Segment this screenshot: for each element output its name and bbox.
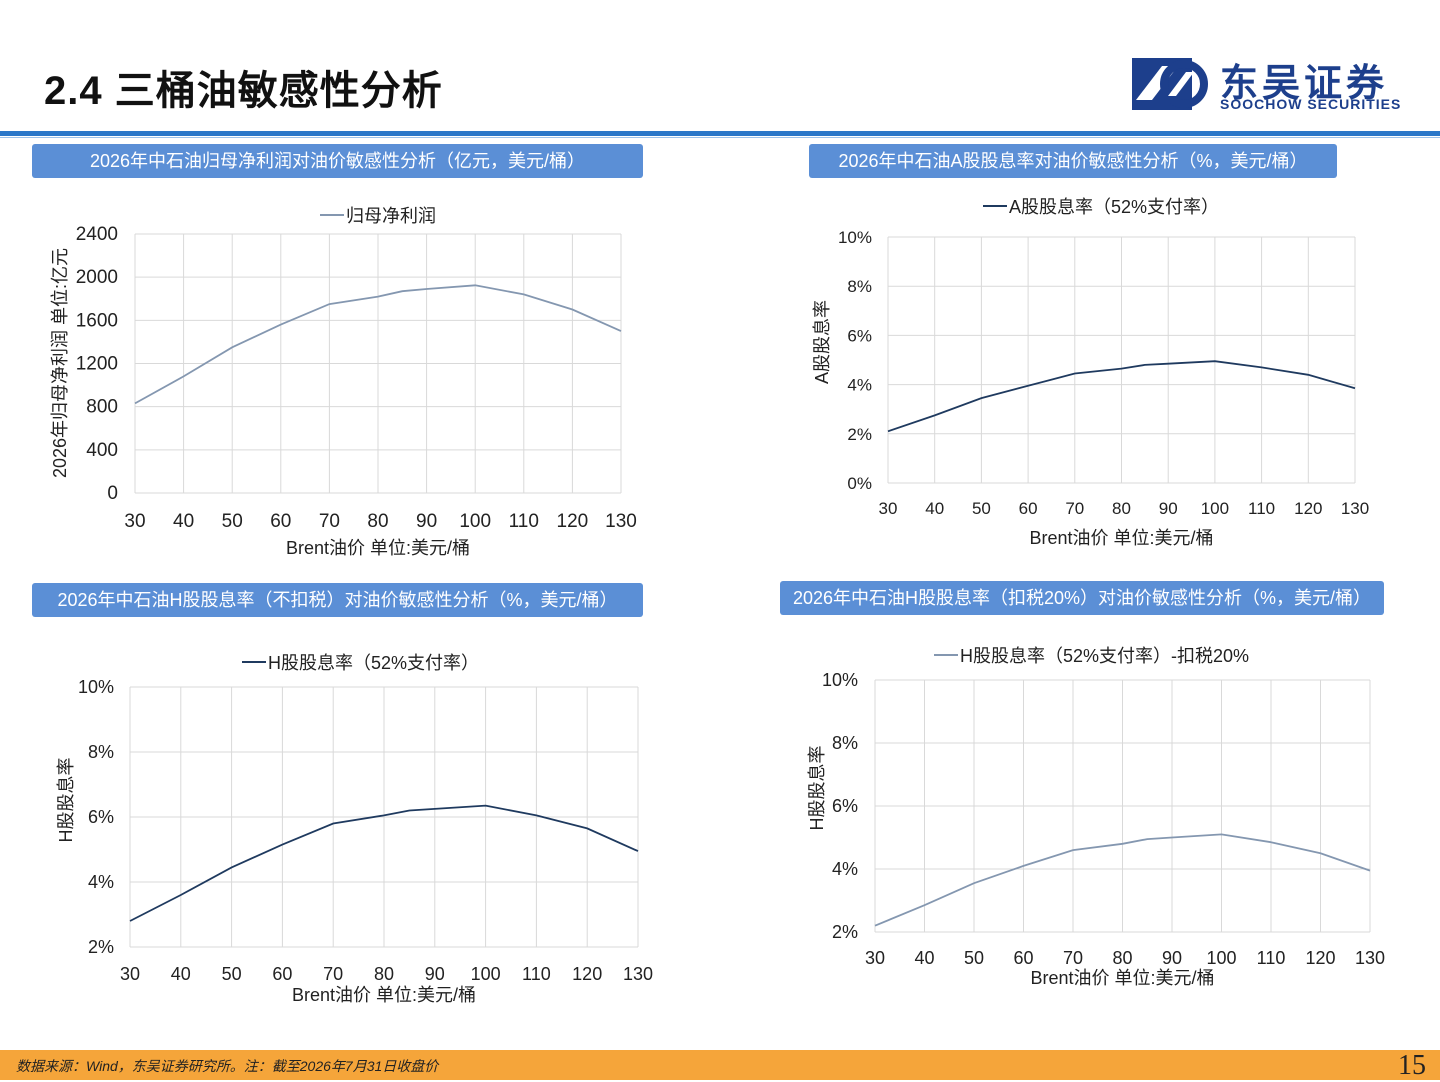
x-tick-label: 110 (1257, 948, 1286, 968)
x-tick-label: 80 (367, 511, 388, 532)
x-axis-label: Brent油价 单位:美元/桶 (286, 538, 470, 558)
x-tick-label: 90 (416, 511, 437, 532)
y-tick-label: 0 (107, 483, 118, 504)
x-tick-label: 110 (1248, 499, 1275, 518)
x-tick-label: 90 (1162, 948, 1182, 968)
y-tick-label: 1600 (76, 310, 118, 331)
y-tick-label: 4% (88, 872, 114, 892)
x-tick-label: 70 (319, 511, 340, 532)
x-tick-label: 60 (1019, 499, 1038, 518)
legend-label: 归母净利润 (346, 206, 436, 226)
y-tick-label: 4% (847, 376, 872, 395)
y-tick-label: 8% (88, 742, 114, 762)
y-axis-label: A股股息率 (812, 300, 832, 384)
y-tick-label: 6% (88, 807, 114, 827)
x-tick-label: 60 (272, 964, 292, 984)
x-tick-label: 110 (522, 964, 551, 984)
x-tick-label: 70 (1065, 499, 1084, 518)
x-tick-label: 110 (509, 511, 539, 532)
footer-bar: 数据来源：Wind，东吴证券研究所。注：截至2026年7月31日收盘价 15 (0, 1050, 1440, 1080)
x-axis-label: Brent油价 单位:美元/桶 (1030, 968, 1214, 988)
chart-4: 30 40 50 60 70 80 90 100 110 120 130 2% 4% 6% 8% 10% Bre… (807, 646, 1385, 988)
y-tick-label: 6% (832, 796, 858, 816)
y-tick-label: 1200 (76, 354, 118, 375)
x-tick-label: 130 (1355, 948, 1385, 968)
x-tick-label: 30 (865, 948, 885, 968)
x-tick-label: 40 (173, 511, 194, 532)
x-tick-label: 80 (374, 964, 394, 984)
x-tick-label: 30 (124, 511, 145, 532)
x-axis-label: Brent油价 单位:美元/桶 (292, 985, 476, 1005)
x-tick-label: 60 (270, 511, 291, 532)
y-tick-label: 800 (86, 397, 118, 418)
x-tick-label: 50 (972, 499, 991, 518)
x-tick-label: 80 (1112, 948, 1132, 968)
y-tick-label: 0% (847, 474, 872, 493)
y-tick-label: 10% (78, 677, 114, 697)
y-tick-label: 10% (838, 228, 872, 247)
x-tick-label: 130 (605, 511, 637, 532)
x-tick-label: 120 (1305, 948, 1335, 968)
legend-label: A股股息率（52%支付率） (1009, 197, 1219, 217)
y-tick-label: 2% (88, 937, 114, 957)
x-tick-label: 40 (171, 964, 191, 984)
x-tick-label: 40 (925, 499, 944, 518)
x-tick-label: 120 (1294, 499, 1322, 518)
y-tick-label: 4% (832, 859, 858, 879)
x-tick-label: 100 (471, 964, 501, 984)
chart-2: 30 40 50 60 70 80 90 100 110 120 130 0% 2% 4% 6% 8% 10% B… (812, 197, 1369, 548)
x-tick-label: 60 (1013, 948, 1033, 968)
x-tick-label: 70 (323, 964, 343, 984)
x-tick-label: 50 (964, 948, 984, 968)
y-tick-label: 2000 (76, 267, 118, 288)
x-tick-label: 40 (914, 948, 934, 968)
y-tick-label: 8% (832, 733, 858, 753)
chart-1: 30 40 50 60 70 80 90 100 110 120 130 0 400 800 1200 160… (50, 206, 637, 558)
x-tick-label: 130 (1341, 499, 1369, 518)
x-tick-label: 30 (120, 964, 140, 984)
page-number: 15 (1398, 1050, 1426, 1082)
y-axis-label: H股股息率 (807, 746, 827, 831)
x-tick-label: 30 (879, 499, 898, 518)
y-tick-label: 10% (822, 670, 858, 690)
chart-3: 30 40 50 60 70 80 90 100 110 120 130 2% 4% 6% 8% 10% Bre… (56, 653, 653, 1005)
y-tick-label: 6% (847, 326, 872, 345)
y-tick-label: 400 (86, 440, 118, 461)
x-tick-label: 130 (623, 964, 653, 984)
x-tick-label: 70 (1063, 948, 1083, 968)
y-tick-label: 2% (847, 425, 872, 444)
x-tick-label: 50 (222, 511, 243, 532)
charts-canvas: 30 40 50 60 70 80 90 100 110 120 130 0 400 800 1200 160… (0, 0, 1440, 1050)
x-tick-label: 50 (222, 964, 242, 984)
x-tick-label: 90 (1159, 499, 1178, 518)
x-tick-label: 100 (1201, 499, 1229, 518)
y-tick-label: 8% (847, 277, 872, 296)
y-axis-label: 2026年归母净利润 单位:亿元 (50, 248, 70, 478)
y-axis-label: H股股息率 (56, 758, 76, 843)
x-tick-label: 80 (1112, 499, 1131, 518)
y-tick-label: 2% (832, 922, 858, 942)
x-tick-label: 100 (1206, 948, 1236, 968)
source-note: 数据来源：Wind，东吴证券研究所。注：截至2026年7月31日收盘价 (16, 1056, 438, 1076)
x-tick-label: 120 (572, 964, 602, 984)
x-tick-label: 100 (459, 511, 491, 532)
x-axis-label: Brent油价 单位:美元/桶 (1029, 528, 1213, 548)
x-tick-label: 90 (425, 964, 445, 984)
x-tick-label: 120 (557, 511, 589, 532)
legend-label: H股股息率（52%支付率）-扣税20% (960, 646, 1249, 666)
legend-label: H股股息率（52%支付率） (268, 653, 479, 673)
y-tick-label: 2400 (76, 224, 118, 245)
